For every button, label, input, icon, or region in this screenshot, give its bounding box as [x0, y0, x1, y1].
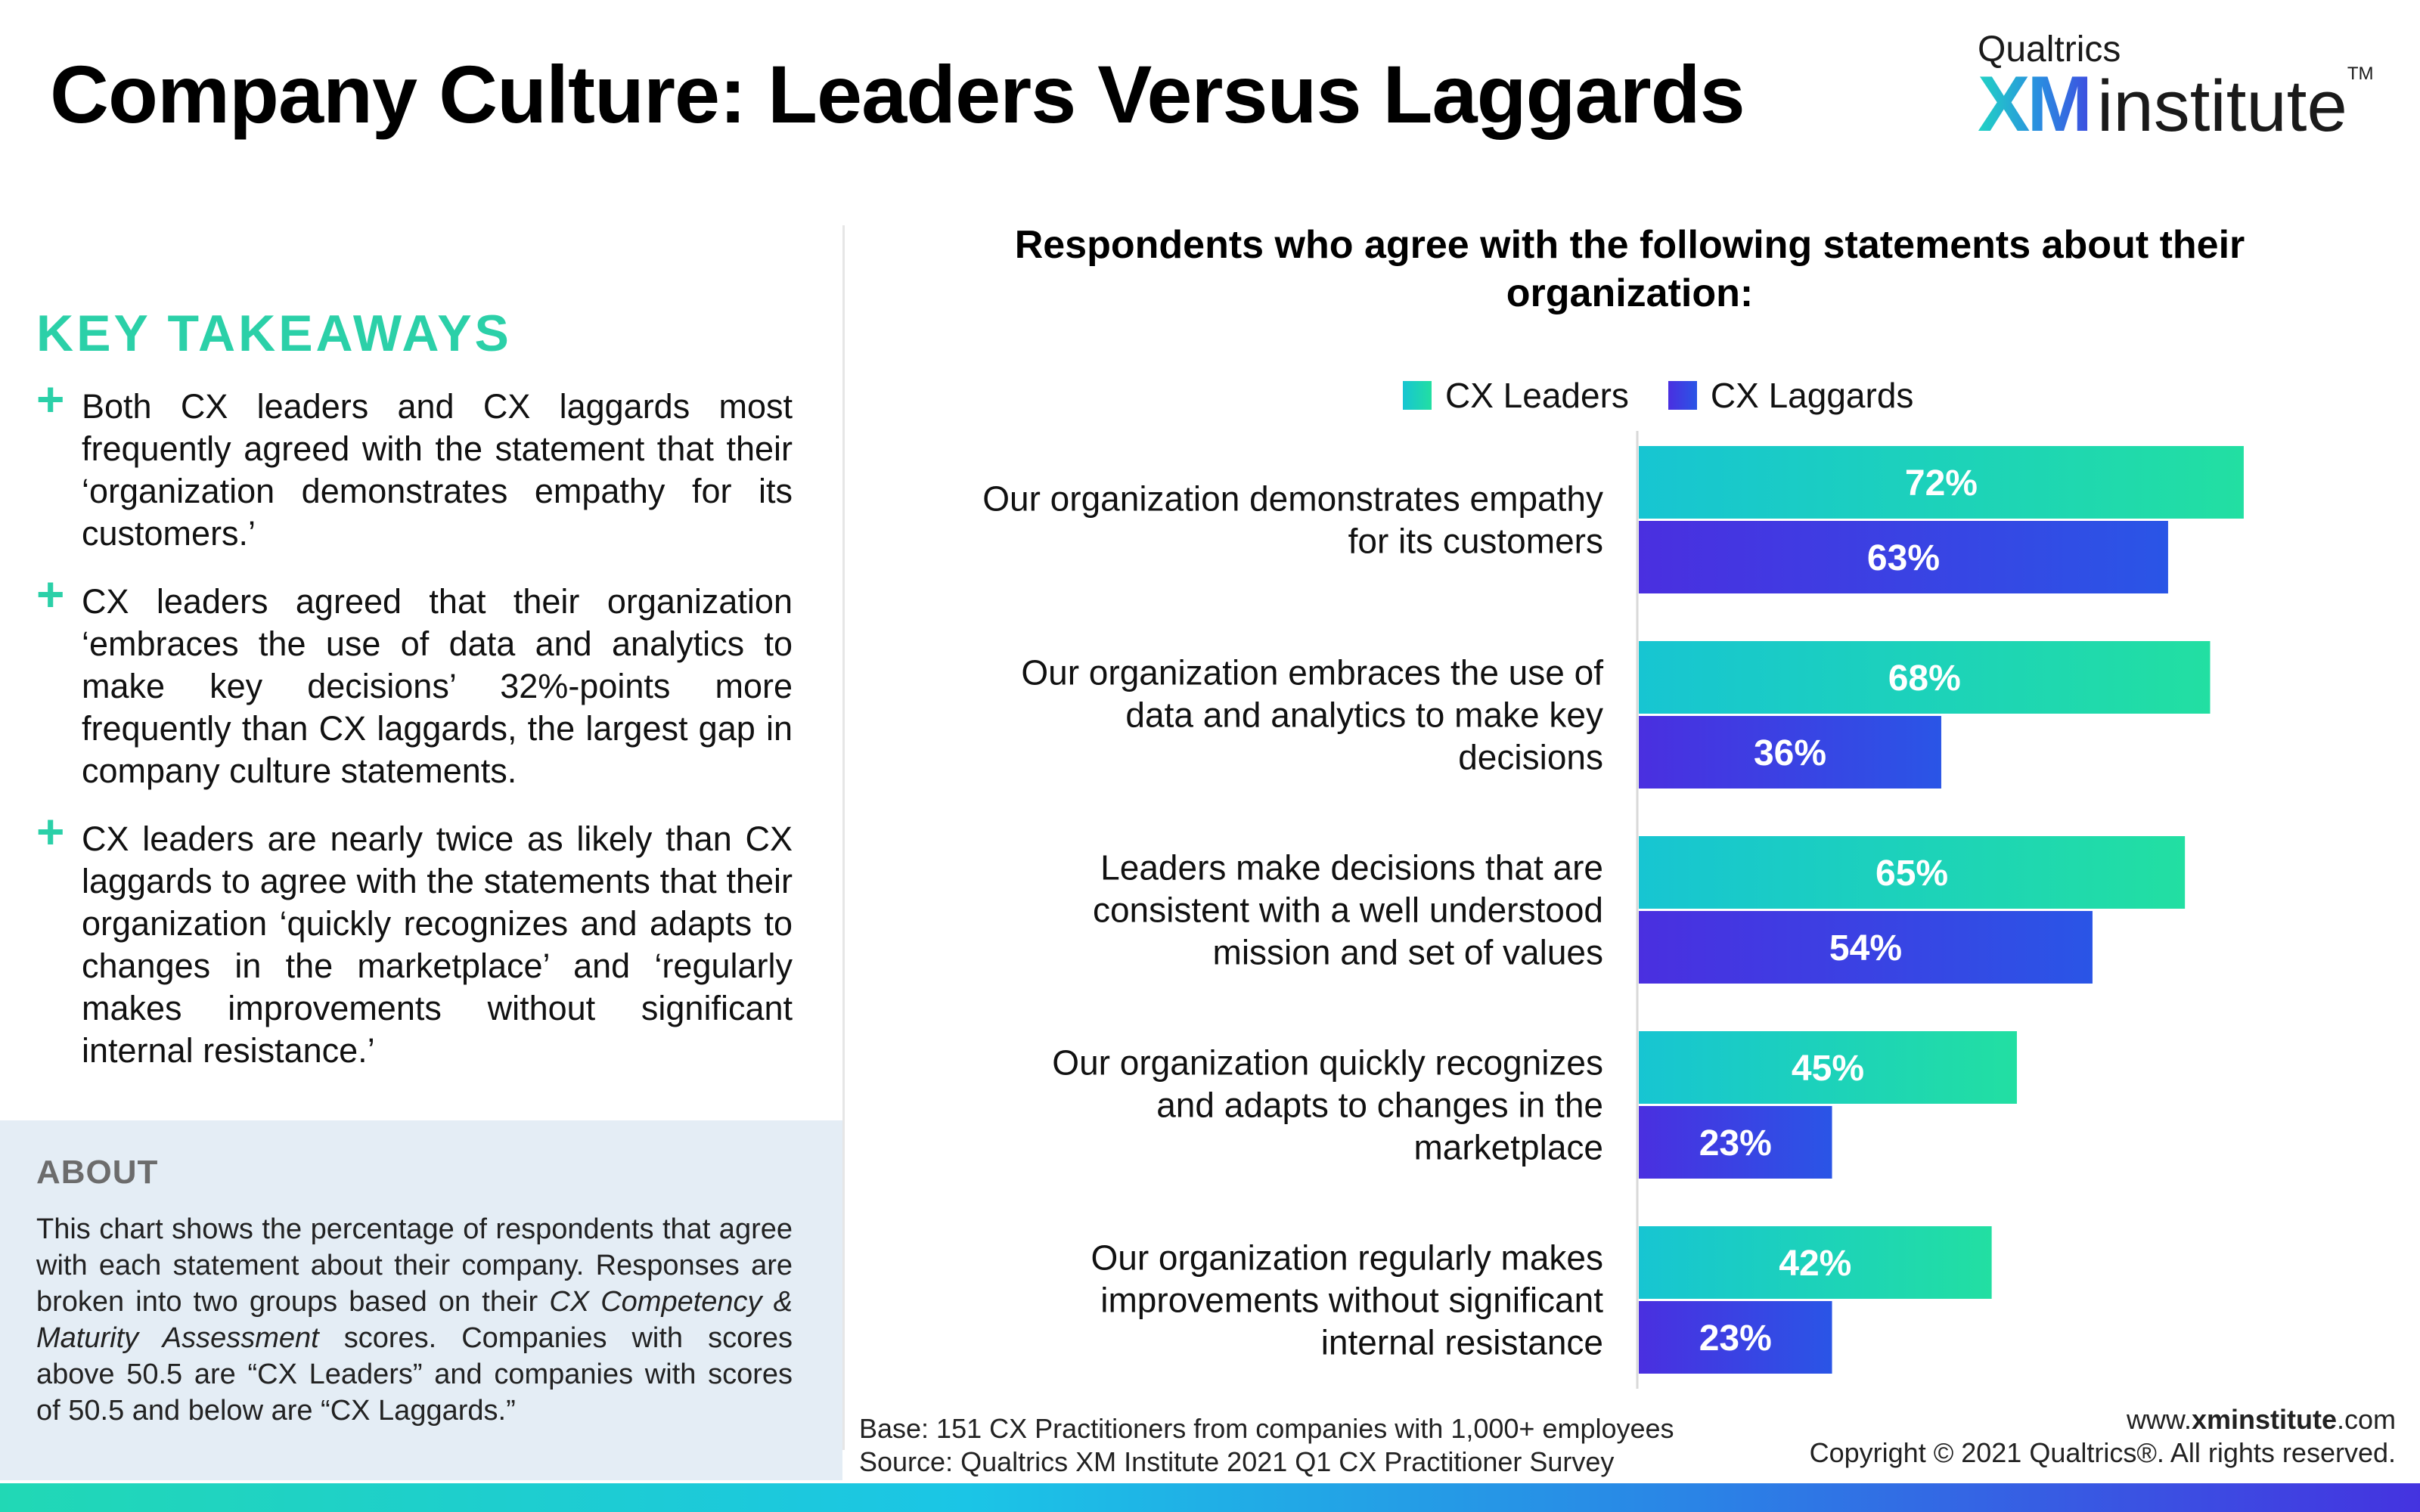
- source-note: Source: Qualtrics XM Institute 2021 Q1 C…: [859, 1446, 1615, 1477]
- bar-laggards: [1639, 1106, 1832, 1179]
- xm-institute-logo: Qualtrics XM instituteTM: [1978, 29, 2386, 150]
- bar-leaders: [1639, 641, 2211, 714]
- bottom-gradient-bar: [0, 1483, 2420, 1512]
- footer-credits: www.xminstitute.com Copyright © 2021 Qua…: [1810, 1403, 2396, 1470]
- takeaways-list: + Both CX leaders and CX laggards most f…: [36, 375, 793, 1098]
- about-heading: ABOUT: [36, 1154, 159, 1191]
- takeaway-item: + Both CX leaders and CX laggards most f…: [36, 375, 793, 555]
- bar-leaders: [1639, 446, 2244, 519]
- logo-trademark: TM: [2347, 64, 2374, 84]
- legend-swatch-laggards: [1668, 381, 1697, 410]
- website-link[interactable]: www.xminstitute.com: [1810, 1403, 2396, 1436]
- panel-divider: [842, 225, 845, 1450]
- about-text-part: This chart shows the percentage of respo…: [36, 1213, 793, 1318]
- copyright-text: Copyright © 2021 Qualtrics®. All rights …: [1809, 1437, 2396, 1468]
- about-text-part: scores. Companies with scores above 50.5…: [36, 1322, 793, 1427]
- data-label: 68%: [1888, 658, 1961, 699]
- page-title: Company Culture: Leaders Versus Laggards: [50, 48, 1745, 140]
- category-label: Our organization embraces the use of data…: [1021, 653, 1603, 777]
- category-label: Our organization regularly makes improvem…: [1091, 1238, 1603, 1362]
- legend-label-laggards: CX Laggards: [1710, 376, 1914, 415]
- bar-laggards: [1639, 521, 2168, 593]
- category-label: Our organization demonstrates empathy for…: [982, 479, 1603, 561]
- data-label: 36%: [1754, 733, 1826, 773]
- legend-label-leaders: CX Leaders: [1445, 376, 1629, 415]
- takeaway-item: + CX leaders are nearly twice as likely …: [36, 807, 793, 1072]
- web-bold: xminstitute: [2191, 1404, 2337, 1435]
- legend-item-laggards: CX Laggards: [1668, 375, 1914, 416]
- bar-leaders: [1639, 1226, 1992, 1299]
- logo-mark: XM instituteTM: [1978, 65, 2374, 144]
- data-label: 54%: [1829, 928, 1902, 968]
- takeaway-item: + CX leaders agreed that their organizat…: [36, 570, 793, 792]
- bar-laggards: [1639, 1301, 1832, 1374]
- bar-laggards: [1639, 911, 2093, 984]
- plus-icon: +: [36, 372, 65, 426]
- takeaway-text: Both CX leaders and CX laggards most fre…: [82, 387, 793, 553]
- bar-leaders: [1639, 1031, 2017, 1104]
- chart-title: Respondents who agree with the following…: [1014, 223, 2245, 315]
- legend-item-leaders: CX Leaders: [1403, 375, 1629, 416]
- plus-icon: +: [36, 567, 65, 621]
- logo-brand-text: Qualtrics: [1978, 29, 2121, 70]
- bar-leaders: [1639, 836, 2186, 909]
- base-note: Base: 151 CX Practitioners from companie…: [859, 1413, 1674, 1444]
- bar-chart: Our organization demonstrates empathy for…: [982, 431, 2244, 1389]
- data-label: 63%: [1867, 538, 1940, 578]
- plus-icon: +: [36, 804, 65, 859]
- logo-xm: XM: [1978, 60, 2093, 148]
- about-text: This chart shows the percentage of respo…: [36, 1211, 793, 1429]
- data-label: 42%: [1779, 1244, 1851, 1284]
- category-label: Leaders make decisions that are consisten…: [1093, 848, 1603, 972]
- legend-swatch-leaders: [1403, 381, 1432, 410]
- web-suffix: .com: [2336, 1404, 2396, 1435]
- data-label: 72%: [1905, 463, 1978, 503]
- data-label: 65%: [1876, 854, 1948, 894]
- data-label: 23%: [1699, 1123, 1772, 1163]
- logo-institute: institute: [2097, 66, 2347, 147]
- chart-footnote: Base: 151 CX Practitioners from companie…: [859, 1412, 1674, 1479]
- web-prefix: www.: [2126, 1404, 2192, 1435]
- about-panel: ABOUT This chart shows the percentage of…: [0, 1120, 842, 1480]
- chart-legend: CX Leaders CX Laggards: [1403, 370, 1953, 420]
- about-text-italic: CX Competency & Maturity Assessment: [36, 1286, 793, 1354]
- takeaway-text: CX leaders are nearly twice as likely th…: [82, 820, 793, 1070]
- data-label: 45%: [1792, 1049, 1864, 1089]
- data-label: 23%: [1699, 1318, 1772, 1359]
- key-takeaways-heading: KEY TAKEAWAYS: [36, 305, 512, 362]
- category-label: Our organization quickly recognizes and a…: [1052, 1043, 1603, 1167]
- bar-laggards: [1639, 716, 1941, 789]
- takeaway-text: CX leaders agreed that their organizatio…: [82, 582, 793, 790]
